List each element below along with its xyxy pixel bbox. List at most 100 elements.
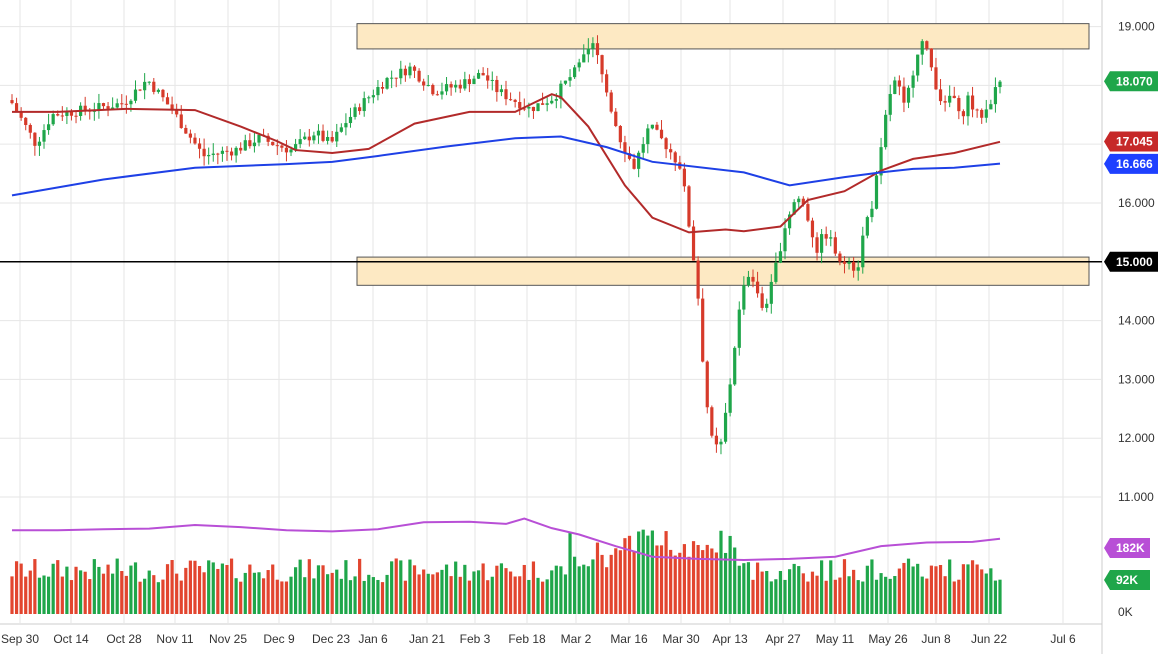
volume-bar [481,563,485,614]
volume-bar [412,565,417,614]
volume-bar [577,566,581,614]
volume-bar [92,559,96,614]
volume-bar [353,576,357,614]
candle-body [161,89,165,98]
candle-body [897,80,901,87]
volume-bar [33,559,37,614]
volume-bar [257,572,261,614]
candle-body [833,237,837,254]
candle-body [24,117,28,125]
price-tag-label: 17.045 [1116,135,1153,149]
candle-body [641,144,645,153]
volume-bar [394,558,398,614]
candle-body [239,147,243,151]
volume-bar [527,579,531,614]
candle-body [998,81,1002,88]
candle-body [861,235,865,268]
volume-bar [170,560,174,614]
candle-body [220,150,225,154]
volume-bar [431,574,435,614]
volume-bar [179,580,183,614]
candle-body [330,137,334,142]
candle-body [659,129,664,139]
candle-body [312,135,316,141]
volume-bar [838,577,842,614]
volume-bar [678,552,682,614]
volume-zero-label: 0K [1118,605,1133,619]
volume-bar [696,545,700,614]
volume-bar [133,562,138,614]
price-tag-shape [1104,251,1158,272]
volume-bar [234,578,238,614]
candle-body [248,140,252,147]
volume-bar [600,554,604,614]
candle-body [737,309,741,348]
candle-body [902,86,906,103]
volume-bar [682,544,686,614]
candle-body [326,137,330,141]
candle-body [339,127,343,132]
volume-bar [147,570,151,614]
x-tick-label: Jun 22 [971,632,1007,646]
volume-bar [957,579,961,614]
candle-body [591,43,595,49]
volume-bar [362,580,366,614]
candle-body [742,285,746,310]
volume-bar [390,561,394,614]
volume-bar [966,564,970,614]
candle-body [929,48,933,68]
volume-bar [422,569,426,614]
candle-body [783,228,787,252]
volume-bar [248,564,252,614]
candle-body [367,97,371,99]
volume-bar [650,530,654,614]
x-tick-label: Nov 11 [156,632,193,646]
candle-body [280,145,284,148]
volume-bar [970,560,975,614]
candle-body [943,101,947,103]
candle-body [403,68,407,76]
candle-body [664,138,668,150]
candle-body [577,62,581,68]
candle-body [197,143,202,149]
candle-body [10,100,14,104]
volume-bar [705,544,709,614]
candle-body [431,85,435,95]
volume-bar [152,575,156,614]
candle-body [870,208,874,218]
volume-bar [220,563,225,614]
candle-body [623,142,627,154]
volume-tag-shape [1104,570,1150,590]
y-tick-label: 19.000 [1118,20,1155,34]
volume-bar [367,574,371,614]
candle-body [147,81,151,83]
candle-body [426,85,430,87]
candle-body [46,124,51,131]
candle-body [989,104,993,110]
volume-bar [24,576,28,614]
candle-body [476,72,481,79]
volume-bar [559,566,563,614]
candle-body [257,134,261,143]
volume-bar [765,570,769,614]
candle-body [980,109,984,118]
candle-body [705,361,709,408]
candle-body [266,135,270,142]
candle-body [234,147,238,156]
volume-bar [156,582,160,614]
price-tag: 16.666 [1104,153,1158,174]
candle-body [573,67,577,78]
candle-body [522,108,526,110]
candle-body [687,186,691,227]
volume-bar [188,560,192,614]
volume-bar [88,579,92,614]
y-tick-label: 11.000 [1118,490,1154,504]
volume-bar [28,570,32,614]
candle-body [691,226,696,261]
x-tick-label: Feb 18 [508,632,546,646]
volume-bar [687,556,691,614]
candle-body [852,262,856,271]
candle-body [124,103,128,105]
